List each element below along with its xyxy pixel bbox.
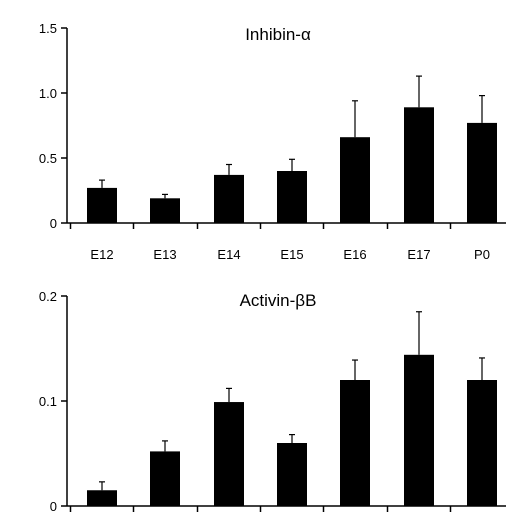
bar-e17 — [404, 354, 434, 506]
chart-title: Inhibin-α — [245, 25, 311, 44]
activin-betaB-chart: Activin-βB 0 0.1 0.2 — [39, 289, 506, 512]
x-tick-label: E17 — [407, 247, 430, 262]
bar-e12 — [87, 490, 117, 506]
inhibin-alpha-chart: Inhibin-α 0 0.5 1.0 1.5 E12 E13 E14 E15 E16 E17 P0 — [39, 21, 506, 262]
chart-title: Activin-βB — [240, 291, 317, 310]
bar-e15 — [277, 171, 307, 223]
y-tick-label: 0.1 — [39, 394, 57, 409]
bar-e14 — [214, 402, 244, 506]
y-tick-label: 1.0 — [39, 86, 57, 101]
bar-e13 — [150, 198, 180, 223]
x-tick-label: E16 — [343, 247, 366, 262]
y-tick-label: 0 — [50, 499, 57, 512]
bar-p0 — [467, 122, 497, 223]
x-tick-label: E13 — [153, 247, 176, 262]
bar-e15 — [277, 443, 307, 506]
y-tick-label: 0 — [50, 216, 57, 231]
bar-e17 — [404, 107, 434, 223]
bar-e16 — [340, 137, 370, 223]
y-tick-label: 1.5 — [39, 21, 57, 36]
bar-e16 — [340, 380, 370, 506]
x-tick-label: P0 — [474, 247, 490, 262]
x-tick-label: E12 — [90, 247, 113, 262]
bar-e12 — [87, 187, 117, 223]
x-tick-label: E15 — [280, 247, 303, 262]
x-tick-label: E14 — [217, 247, 240, 262]
bar-e14 — [214, 174, 244, 223]
y-tick-label: 0.2 — [39, 289, 57, 304]
bar-e13 — [150, 451, 180, 506]
y-tick-label: 0.5 — [39, 151, 57, 166]
bar-p0 — [467, 380, 497, 506]
